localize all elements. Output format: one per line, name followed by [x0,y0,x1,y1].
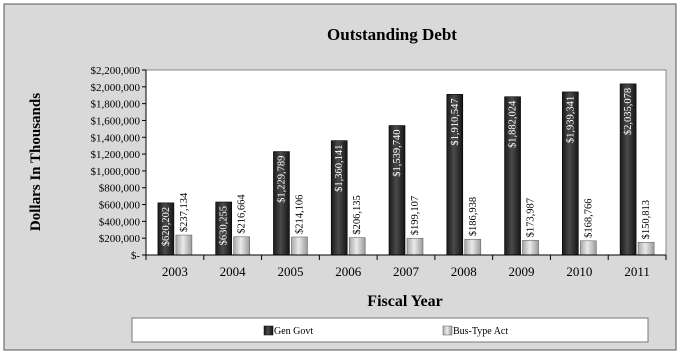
x-axis-label: Fiscal Year [367,293,442,310]
data-label-gen-govt: $1,939,341 [565,96,576,143]
data-label-gen-govt: $1,539,740 [392,130,403,177]
legend: Gen Govt Bus-Type Act [131,317,649,343]
data-label-gen-govt: $1,360,141 [334,145,345,192]
y-tick-label: $1,600,000 [91,115,141,127]
data-label-gen-govt: $620,202 [161,207,172,246]
data-label-bus-type-act: $168,766 [583,198,594,237]
legend-swatch-bus-type-act [442,325,453,336]
x-tick-label: 2011 [624,264,650,279]
legend-swatch-gen-govt [263,325,274,336]
data-label-bus-type-act: $206,135 [352,195,363,234]
data-label-bus-type-act: $237,134 [179,192,190,232]
y-tick-label: $1,200,000 [91,149,141,161]
y-tick-label: $200,000 [99,233,141,245]
data-label-bus-type-act: $186,938 [468,197,479,236]
bar-labels: $620,202 $630,255 $1,229,789 $1,360,141 $1,5… [161,88,652,246]
plot-area [145,69,667,256]
x-tick-label: 2008 [451,264,477,279]
x-axis: 2003 2004 2005 2006 2007 2008 2009 2010 2011 [145,254,667,279]
bar-bus-type-act [175,234,193,256]
y-tick-label: $600,000 [99,200,141,212]
legend-label-gen-govt: Gen Govt [274,326,313,337]
y-axis-label: Dollars In Thousands [28,93,44,231]
chart-title: Outstanding Debt [327,25,457,44]
data-label-bus-type-act: $199,107 [410,196,421,235]
y-tick-label: $800,000 [99,183,141,195]
data-label-bus-type-act: $214,106 [294,195,305,234]
y-tick-label: $2,000,000 [91,82,141,94]
bars [157,83,655,256]
y-tick-label: $400,000 [99,216,141,228]
data-label-bus-type-act: $173,987 [526,198,537,237]
bar-bus-type-act [637,242,655,256]
y-tick-label: $1,000,000 [91,166,141,178]
x-tick-label: 2009 [509,264,535,279]
data-label-bus-type-act: $216,664 [237,194,248,234]
x-tick-label: 2010 [566,264,592,279]
data-label-gen-govt: $1,229,789 [276,156,287,203]
y-axis: $- $200,000 $400,000 $600,000 $800,000 $1,000… [91,65,147,262]
legend-label-bus-type-act: Bus-Type Act [453,326,508,337]
data-label-gen-govt: $630,255 [219,206,230,245]
x-tick-label: 2003 [162,264,188,279]
bar-bus-type-act [233,236,250,256]
bar-bus-type-act [348,237,366,256]
bar-bus-type-act [406,237,424,256]
bar-bus-type-act [291,236,308,256]
y-tick-label: $- [131,250,141,262]
x-tick-label: 2007 [393,264,420,279]
x-tick-label: 2004 [220,264,247,279]
data-label-gen-govt: $1,882,024 [508,100,519,148]
bar-bus-type-act [464,238,482,256]
data-label-gen-govt: $2,035,078 [623,88,634,135]
data-label-gen-govt: $1,910,547 [450,98,461,145]
legend-box [131,317,649,343]
bar-bus-type-act [580,240,597,256]
y-tick-label: $1,400,000 [91,132,141,144]
x-tick-label: 2006 [335,264,362,279]
data-label-bus-type-act: $150,813 [641,200,652,239]
y-tick-label: $2,200,000 [91,65,141,77]
x-tick-label: 2005 [277,264,303,279]
bar-bus-type-act [522,240,539,256]
y-tick-label: $1,800,000 [91,99,141,111]
